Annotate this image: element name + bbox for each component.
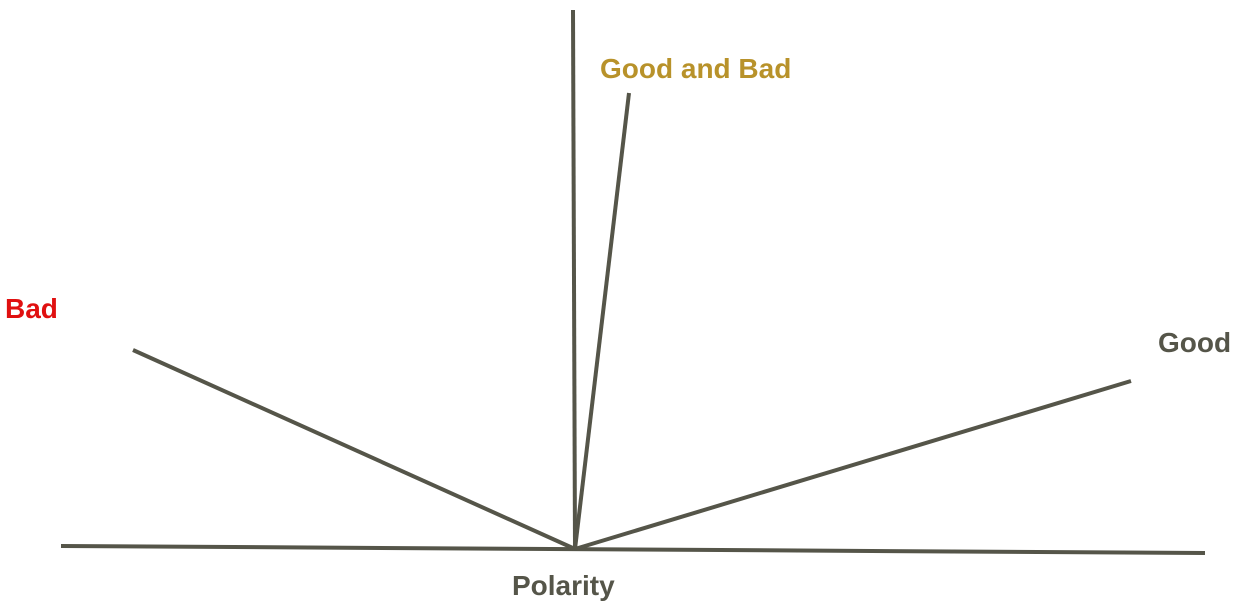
polarity-label: Polarity	[512, 570, 615, 601]
horizontal-axis	[60, 544, 1206, 555]
vertical-axis	[571, 9, 577, 551]
bad-ray	[132, 348, 576, 551]
good-and-bad-ray	[573, 92, 631, 550]
good-ray	[574, 379, 1132, 551]
good-label: Good	[1158, 327, 1232, 358]
bad-label: Bad	[5, 293, 58, 324]
good-and-bad-label: Good and Bad	[600, 53, 792, 84]
